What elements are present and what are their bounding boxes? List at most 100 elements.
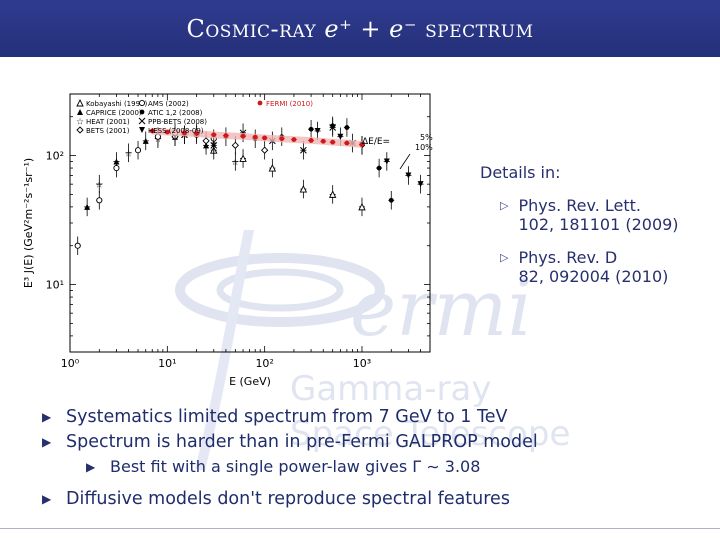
x-tick-label: 10³ xyxy=(353,357,371,370)
data-point xyxy=(252,134,258,140)
data-point xyxy=(261,146,269,154)
data-point xyxy=(279,136,285,142)
data-point xyxy=(337,133,344,140)
data-point: ☆ xyxy=(95,181,103,191)
data-point: ☆ xyxy=(76,118,84,128)
data-point xyxy=(142,137,149,144)
legend-entry: AMS (2002) xyxy=(148,100,189,108)
electron-spectrum-chart: 10⁰ 10¹ 10² 10³ 10¹ 10² E (GeV) E³ J(E) (GeV²m⁻… xyxy=(22,93,433,388)
data-point xyxy=(210,141,218,149)
watermark-line1: Gamma-ray xyxy=(290,369,491,409)
x-axis-label: E (GeV) xyxy=(229,375,271,388)
reference-journal: Phys. Rev. D xyxy=(518,248,618,267)
data-point xyxy=(268,164,277,172)
bullet-text: Systematics limited spectrum from 7 GeV … xyxy=(66,406,508,427)
details-heading: Details in: xyxy=(480,163,561,182)
fermi-watermark: ermi Gamma-ray Space Telescope xyxy=(175,230,570,472)
data-point xyxy=(77,109,83,115)
data-point xyxy=(291,137,297,142)
legend-entry: ATIC 1,2 (2008) xyxy=(148,109,203,117)
data-point xyxy=(138,117,146,125)
data-point xyxy=(344,125,350,130)
y-axis-label: E³ J(E) (GeV²m⁻²s⁻¹sr⁻¹) xyxy=(22,158,35,288)
data-point xyxy=(240,133,246,139)
reference-citation: 102, 181101 (2009) xyxy=(518,215,679,234)
sub-bullet-item: ▶ Best fit with a single power-law gives… xyxy=(86,454,682,479)
triangle-bullet-icon: ▷ xyxy=(500,251,509,264)
data-point xyxy=(76,98,84,107)
bullet-item: ▶ Spectrum is harder than in pre-Fermi G… xyxy=(42,429,682,454)
legend-entry: HESS (2008-09) xyxy=(148,127,204,135)
data-point xyxy=(239,154,247,162)
data-point xyxy=(300,146,307,154)
data-point xyxy=(182,130,187,136)
data-point xyxy=(314,127,321,134)
legend-entry: CAPRICE (2000) xyxy=(86,109,142,117)
x-tick-label: 10² xyxy=(255,357,273,370)
data-point xyxy=(139,109,145,115)
bullet-list: ▶ Systematics limited spectrum from 7 Ge… xyxy=(42,404,682,511)
data-point xyxy=(96,197,103,204)
data-point xyxy=(320,138,326,144)
data-point xyxy=(113,165,120,172)
resolution-arrow xyxy=(399,153,411,170)
data-point xyxy=(257,100,263,106)
legend-entry: FERMI (2010) xyxy=(266,100,313,108)
bullet-arrow-icon: ▶ xyxy=(86,459,96,474)
legend-entry: BETS (2001) xyxy=(86,127,130,135)
data-point xyxy=(84,203,91,210)
bullet-arrow-icon: ▶ xyxy=(42,409,52,424)
data-point xyxy=(74,242,81,249)
reference-item: ▷ Phys. Rev. Lett. 102, 181101 (2009) xyxy=(500,196,710,234)
title-math: e⁺ + e⁻ xyxy=(324,14,418,43)
footer-divider xyxy=(0,528,720,529)
data-point xyxy=(308,126,314,132)
resolution-level: 5% xyxy=(420,133,433,142)
resolution-level: 10% xyxy=(415,143,433,152)
reference-citation: 82, 092004 (2010) xyxy=(518,267,669,286)
bullet-text: Diffusive models don't reproduce spectra… xyxy=(66,488,510,509)
data-point xyxy=(330,139,336,145)
data-point xyxy=(139,127,145,133)
watermark-swirl-outer xyxy=(175,253,385,327)
reference-journal: Phys. Rev. Lett. xyxy=(518,196,641,215)
data-point xyxy=(328,190,337,198)
data-point xyxy=(388,197,394,203)
data-point xyxy=(223,133,229,138)
data-point xyxy=(76,126,84,134)
watermark-swirl-inner xyxy=(216,268,344,312)
data-point xyxy=(149,128,155,134)
data-point: ☆ xyxy=(231,158,239,168)
data-point xyxy=(231,141,239,149)
triangle-bullet-icon: ▷ xyxy=(500,199,509,212)
y-tick-label: 10² xyxy=(46,150,64,163)
data-point: ☆ xyxy=(125,149,133,159)
data-point xyxy=(134,147,142,154)
bullet-arrow-icon: ▶ xyxy=(42,491,52,506)
bullet-item: ▶ Diffusive models don't reproduce spect… xyxy=(42,486,682,511)
data-point xyxy=(202,137,210,145)
legend-entry: PPB-BETS (2008) xyxy=(148,118,207,126)
x-tick-label: 10¹ xyxy=(158,357,176,370)
data-point xyxy=(358,202,366,211)
resolution-annotation: ΔE/E= xyxy=(362,137,390,147)
bullet-text: Best fit with a single power-law gives Γ… xyxy=(110,457,481,476)
slide-title-bar: Cosmic-ray e⁺ + e⁻ spectrum xyxy=(0,0,720,57)
reference-item: ▷ Phys. Rev. D 82, 092004 (2010) xyxy=(500,248,710,286)
title-suffix: spectrum xyxy=(425,14,534,43)
legend-entry: HEAT (2001) xyxy=(86,118,130,126)
data-point xyxy=(376,165,382,171)
x-tick-label: 10⁰ xyxy=(61,357,80,370)
data-point xyxy=(308,138,314,143)
data-point xyxy=(262,135,268,141)
bullet-text: Spectrum is harder than in pre-Fermi GAL… xyxy=(66,431,538,452)
watermark-logo: ermi xyxy=(350,264,532,354)
y-tick-label: 10¹ xyxy=(46,279,64,292)
data-point xyxy=(417,181,424,188)
legend-entry: Kobayashi (1999) xyxy=(86,100,147,108)
data-point xyxy=(405,172,412,179)
slide-title: Cosmic-ray e⁺ + e⁻ spectrum xyxy=(186,15,533,43)
bullet-item: ▶ Systematics limited spectrum from 7 Ge… xyxy=(42,404,682,429)
data-point xyxy=(164,129,170,135)
data-point xyxy=(359,142,365,147)
